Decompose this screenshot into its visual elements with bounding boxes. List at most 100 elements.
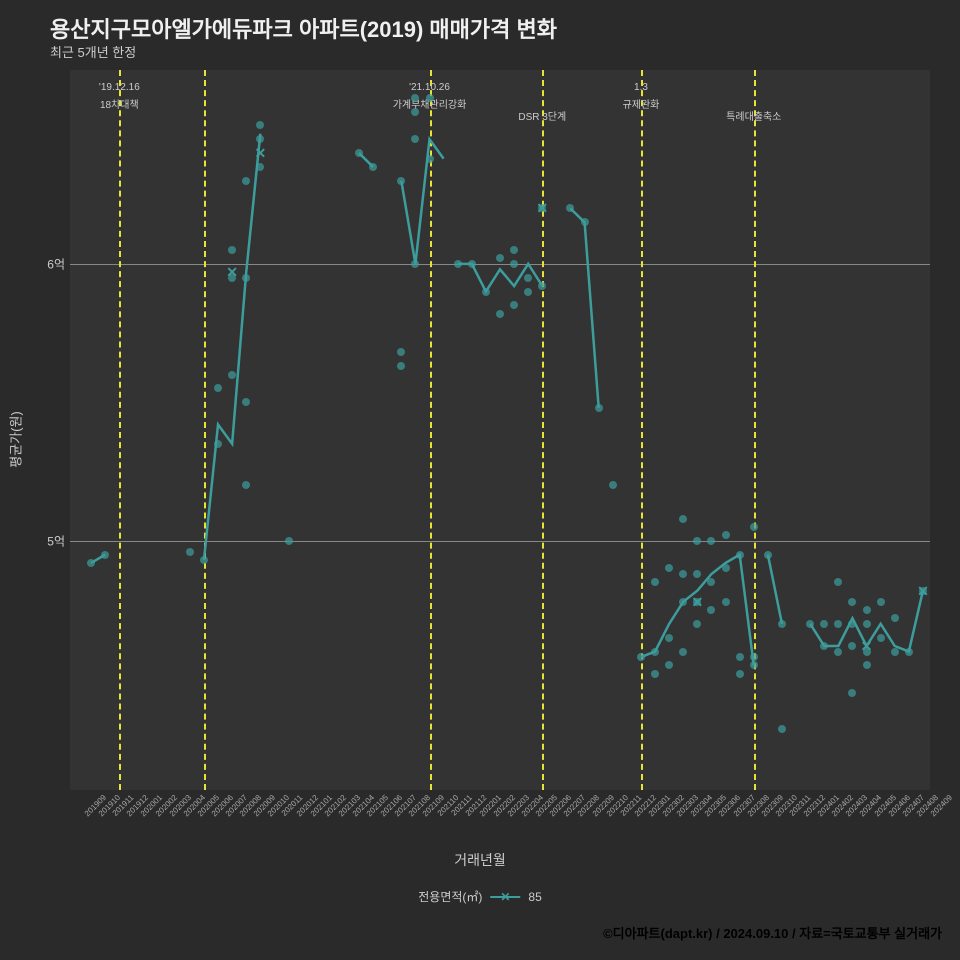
scatter-point: [242, 481, 250, 489]
scatter-point: [482, 288, 490, 296]
series-marker: ✕: [254, 146, 266, 160]
scatter-point: [200, 556, 208, 564]
scatter-point: [707, 578, 715, 586]
scatter-point: [820, 642, 828, 650]
scatter-point: [877, 634, 885, 642]
legend-title: 전용면적(㎡): [418, 888, 482, 905]
scatter-point: [496, 310, 504, 318]
vline-label: '19.12.16: [99, 82, 140, 93]
scatter-point: [679, 515, 687, 523]
scatter-point: [609, 481, 617, 489]
scatter-point: [510, 260, 518, 268]
vline-label: DSR 3단계: [518, 108, 566, 123]
scatter-point: [848, 689, 856, 697]
scatter-point: [256, 163, 264, 171]
scatter-point: [581, 218, 589, 226]
scatter-point: [848, 642, 856, 650]
scatter-point: [750, 653, 758, 661]
scatter-point: [186, 548, 194, 556]
scatter-point: [397, 177, 405, 185]
chart-title: 용산지구모아엘가에듀파크 아파트(2019) 매매가격 변화: [50, 12, 557, 44]
scatter-point: [285, 537, 293, 545]
scatter-point: [665, 564, 673, 572]
y-tick-label: 5억: [47, 532, 65, 549]
scatter-point: [877, 598, 885, 606]
scatter-point: [454, 260, 462, 268]
scatter-point: [679, 648, 687, 656]
scatter-point: [426, 155, 434, 163]
scatter-point: [242, 274, 250, 282]
vline-label: '21.10.26: [409, 82, 450, 93]
scatter-point: [566, 204, 574, 212]
vline-label: 1.3: [634, 82, 648, 93]
scatter-point: [496, 254, 504, 262]
scatter-point: [637, 653, 645, 661]
scatter-point: [778, 620, 786, 628]
scatter-point: [397, 362, 405, 370]
plot-area: '19.12.1618차대책'21.10.26가계부채관리강화DSR 3단계1.…: [70, 70, 930, 790]
scatter-point: [750, 661, 758, 669]
scatter-point: [397, 348, 405, 356]
scatter-point: [87, 559, 95, 567]
scatter-point: [595, 404, 603, 412]
y-axis-label: 평균가(원): [6, 411, 25, 468]
scatter-point: [468, 260, 476, 268]
scatter-point: [848, 598, 856, 606]
scatter-point: [707, 537, 715, 545]
scatter-point: [355, 149, 363, 157]
scatter-point: [411, 94, 419, 102]
legend-marker: ✕: [490, 891, 520, 903]
scatter-point: [411, 260, 419, 268]
vline-label: 18차대책: [100, 96, 139, 111]
legend-item-label: 85: [528, 890, 541, 904]
scatter-point: [736, 653, 744, 661]
scatter-point: [411, 108, 419, 116]
scatter-point: [693, 537, 701, 545]
scatter-point: [228, 246, 236, 254]
scatter-point: [806, 620, 814, 628]
scatter-point: [863, 606, 871, 614]
scatter-point: [863, 620, 871, 628]
scatter-point: [411, 135, 419, 143]
vline-label: 규제완화: [623, 96, 660, 111]
scatter-point: [214, 384, 222, 392]
scatter-point: [722, 564, 730, 572]
scatter-point: [369, 163, 377, 171]
series-marker: ✕: [917, 584, 929, 598]
scatter-point: [707, 606, 715, 614]
scatter-point: [242, 177, 250, 185]
series-marker: ✕: [861, 639, 873, 653]
scatter-point: [651, 648, 659, 656]
scatter-point: [214, 440, 222, 448]
y-tick-label: 6억: [47, 255, 65, 272]
scatter-point: [736, 670, 744, 678]
scatter-point: [722, 531, 730, 539]
scatter-point: [834, 620, 842, 628]
scatter-point: [679, 598, 687, 606]
scatter-point: [510, 301, 518, 309]
scatter-point: [538, 282, 546, 290]
scatter-point: [665, 634, 673, 642]
scatter-point: [256, 121, 264, 129]
scatter-point: [905, 648, 913, 656]
scatter-point: [524, 274, 532, 282]
vline-label: 특례대출축소: [726, 108, 781, 123]
scatter-point: [651, 578, 659, 586]
scatter-point: [891, 614, 899, 622]
scatter-point: [693, 620, 701, 628]
series-marker: ✕: [226, 265, 238, 279]
scatter-point: [863, 661, 871, 669]
credit-text: ©디아파트(dapt.kr) / 2024.09.10 / 자료=국토교통부 실…: [603, 923, 942, 942]
scatter-point: [256, 135, 264, 143]
scatter-point: [242, 398, 250, 406]
scatter-point: [679, 570, 687, 578]
scatter-point: [426, 94, 434, 102]
scatter-point: [736, 551, 744, 559]
scatter-point: [693, 570, 701, 578]
scatter-point: [834, 578, 842, 586]
scatter-point: [665, 661, 673, 669]
scatter-point: [778, 725, 786, 733]
scatter-point: [820, 620, 828, 628]
scatter-point: [891, 648, 899, 656]
scatter-point: [848, 620, 856, 628]
